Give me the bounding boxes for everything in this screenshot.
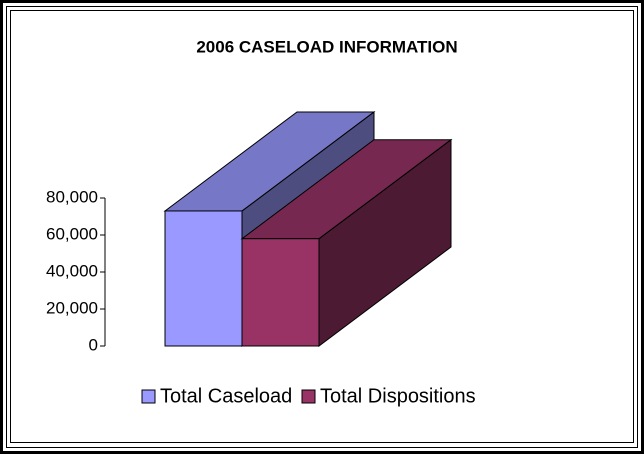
y-tick-label: 80,000: [46, 187, 98, 206]
legend-swatch: [301, 389, 316, 404]
y-tick-label: 20,000: [46, 298, 98, 317]
y-tick-label: 40,000: [46, 261, 98, 280]
y-tick-label: 0: [89, 335, 98, 354]
legend-swatch: [141, 389, 156, 404]
bar: [164, 210, 243, 347]
bar: [241, 238, 320, 347]
y-tick-label: 60,000: [46, 224, 98, 243]
legend-label: Total Dispositions: [320, 385, 476, 407]
middle-frame: [6, 6, 638, 448]
chart-title: 2006 CASELOAD INFORMATION: [196, 37, 457, 56]
legend-label: Total Caseload: [160, 385, 292, 407]
